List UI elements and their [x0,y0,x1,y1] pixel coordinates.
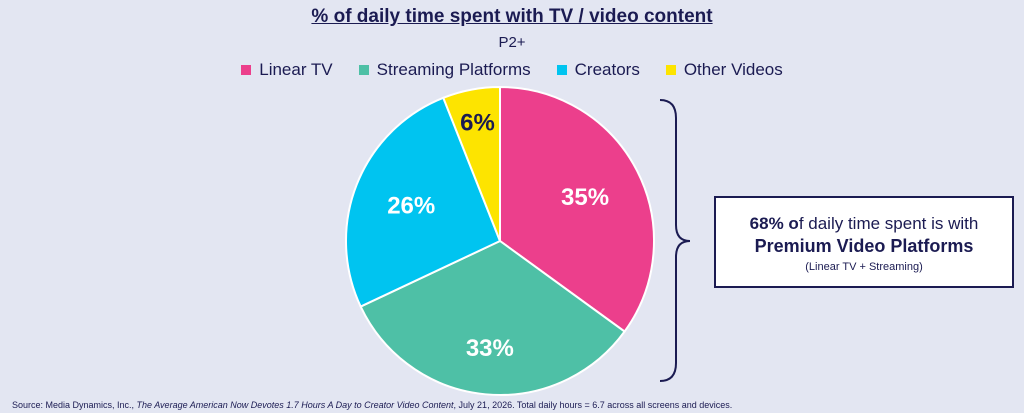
premium-callout-box: 68% of daily time spent is with Premium … [714,196,1014,288]
callout-percent: 68% o [749,214,799,233]
legend-swatch [241,65,252,75]
slice-label: 26% [387,192,435,219]
callout-line-1: 68% of daily time spent is with [716,214,1012,234]
source-suffix: , July 21, 2026. Total daily hours = 6.7… [453,400,733,410]
bracket [659,99,691,382]
legend-swatch [665,65,676,75]
source-note: Source: Media Dynamics, Inc., The Averag… [12,400,732,410]
pie-slice-creators [345,96,502,308]
chart-title: % of daily time spent with TV / video co… [311,6,713,27]
legend-label: Creators [574,60,640,79]
legend: Linear TV Streaming Platforms Creators O… [0,60,1024,80]
pie-slices [345,85,655,396]
legend-item-streaming: Streaming Platforms [358,60,531,80]
slice-label: 6% [460,110,495,137]
callout-line-3: (Linear TV + Streaming) [805,261,923,273]
legend-swatch [556,65,567,75]
legend-item-other-videos: Other Videos [665,60,783,80]
callout-line-2: Premium Video Platforms [754,236,974,256]
pie-slice-other-videos [442,85,501,242]
pie-slice-labels: 35% 33% 26% 6% [387,110,609,362]
legend-label: Other Videos [683,60,783,79]
legend-swatch [358,65,369,75]
legend-item-linear-tv: Linear TV [241,60,333,80]
source-prefix: Source: Media Dynamics, Inc., [12,400,137,410]
source-title: The Average American Now Devotes 1.7 Hou… [136,400,454,410]
callout-text: f daily time spent is with [798,214,979,233]
pie-slice-linear-tv [499,85,655,333]
slice-label: 33% [466,335,514,362]
pie-slice-streaming-platforms [359,239,626,396]
legend-label: Linear TV [259,60,333,79]
slice-label: 35% [561,184,609,211]
legend-label: Streaming Platforms [376,60,531,79]
legend-item-creators: Creators [556,60,640,80]
chart-subtitle: P2+ [498,34,526,51]
